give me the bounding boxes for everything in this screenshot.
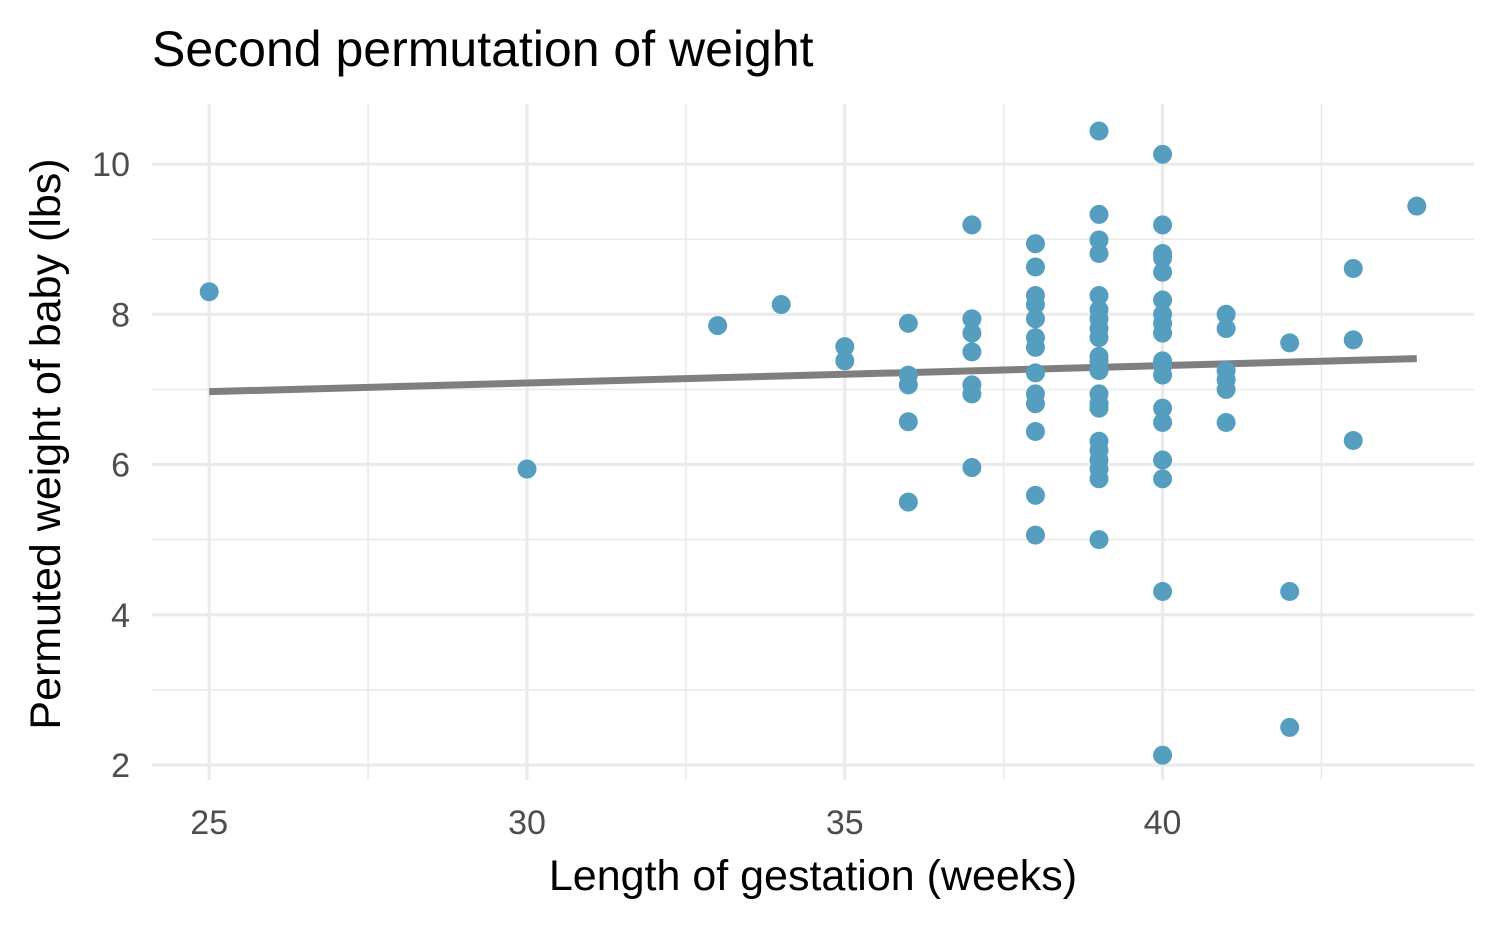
- data-point: [1153, 262, 1173, 282]
- data-point: [1153, 581, 1173, 601]
- data-point: [1025, 363, 1045, 383]
- data-point: [517, 459, 537, 479]
- data-point: [1153, 745, 1173, 765]
- data-point: [1025, 295, 1045, 315]
- data-point: [1407, 196, 1427, 216]
- x-tick-label: 25: [190, 804, 228, 842]
- fit-line-layer: [209, 355, 1417, 396]
- data-point: [1153, 469, 1173, 489]
- data-point: [835, 351, 855, 371]
- data-point: [1089, 243, 1109, 263]
- data-point: [1153, 144, 1173, 164]
- data-point: [1025, 485, 1045, 505]
- data-point: [1280, 717, 1300, 737]
- data-point: [1025, 421, 1045, 441]
- data-point: [1216, 304, 1236, 324]
- data-point: [898, 412, 918, 432]
- y-tick-label: 4: [111, 597, 130, 635]
- data-point: [1153, 215, 1173, 235]
- data-point: [1025, 309, 1045, 329]
- data-point: [1089, 361, 1109, 381]
- chart-title: Second permutation of weight: [152, 21, 814, 77]
- data-point: [199, 282, 219, 302]
- y-axis-label: Permuted weight of baby (lbs): [22, 158, 70, 729]
- data-point: [898, 492, 918, 512]
- data-point: [962, 384, 982, 404]
- data-point: [962, 215, 982, 235]
- data-point: [962, 323, 982, 343]
- data-point: [708, 316, 728, 336]
- data-point: [1089, 204, 1109, 224]
- data-point: [1089, 530, 1109, 550]
- y-tick-label: 8: [111, 296, 130, 334]
- data-point: [1216, 412, 1236, 432]
- regression-line: [209, 355, 1417, 396]
- data-point: [1153, 290, 1173, 310]
- data-point: [1089, 469, 1109, 489]
- y-axis-ticks: 2 4 6 8 10: [92, 146, 130, 785]
- x-axis-label: Length of gestation (weeks): [549, 852, 1077, 900]
- x-tick-label: 30: [508, 804, 546, 842]
- data-point: [1153, 323, 1173, 343]
- major-gridlines: [152, 104, 1474, 780]
- x-tick-label: 40: [1144, 804, 1182, 842]
- data-point: [1343, 330, 1363, 350]
- data-point: [1089, 286, 1109, 306]
- data-point: [962, 458, 982, 478]
- data-point: [771, 295, 791, 315]
- data-point: [962, 309, 982, 329]
- x-tick-label: 35: [826, 804, 864, 842]
- data-point: [1025, 394, 1045, 414]
- data-point: [1153, 412, 1173, 432]
- data-point: [1025, 525, 1045, 545]
- data-point: [1153, 450, 1173, 470]
- x-axis-ticks: 25 30 35 40: [190, 804, 1181, 842]
- y-tick-label: 10: [92, 146, 130, 184]
- data-point: [1025, 337, 1045, 357]
- data-point: [1343, 258, 1363, 278]
- y-tick-label: 6: [111, 447, 130, 485]
- data-point: [1343, 430, 1363, 450]
- data-point: [1089, 230, 1109, 250]
- data-point: [898, 375, 918, 395]
- data-point: [898, 313, 918, 333]
- data-point: [1025, 257, 1045, 277]
- data-point: [1089, 398, 1109, 418]
- data-point: [1089, 121, 1109, 141]
- y-tick-label: 2: [111, 747, 130, 785]
- data-point: [1153, 365, 1173, 385]
- data-point: [1216, 379, 1236, 399]
- data-point: [1216, 319, 1236, 339]
- data-point: [1280, 333, 1300, 353]
- data-point: [1089, 328, 1109, 348]
- data-point: [962, 342, 982, 362]
- data-point: [1153, 248, 1173, 268]
- data-point: [1280, 581, 1300, 601]
- data-points: [199, 121, 1427, 765]
- data-point: [1025, 234, 1045, 254]
- minor-gridlines: [152, 104, 1474, 780]
- data-point: [835, 337, 855, 357]
- data-point: [1153, 398, 1173, 418]
